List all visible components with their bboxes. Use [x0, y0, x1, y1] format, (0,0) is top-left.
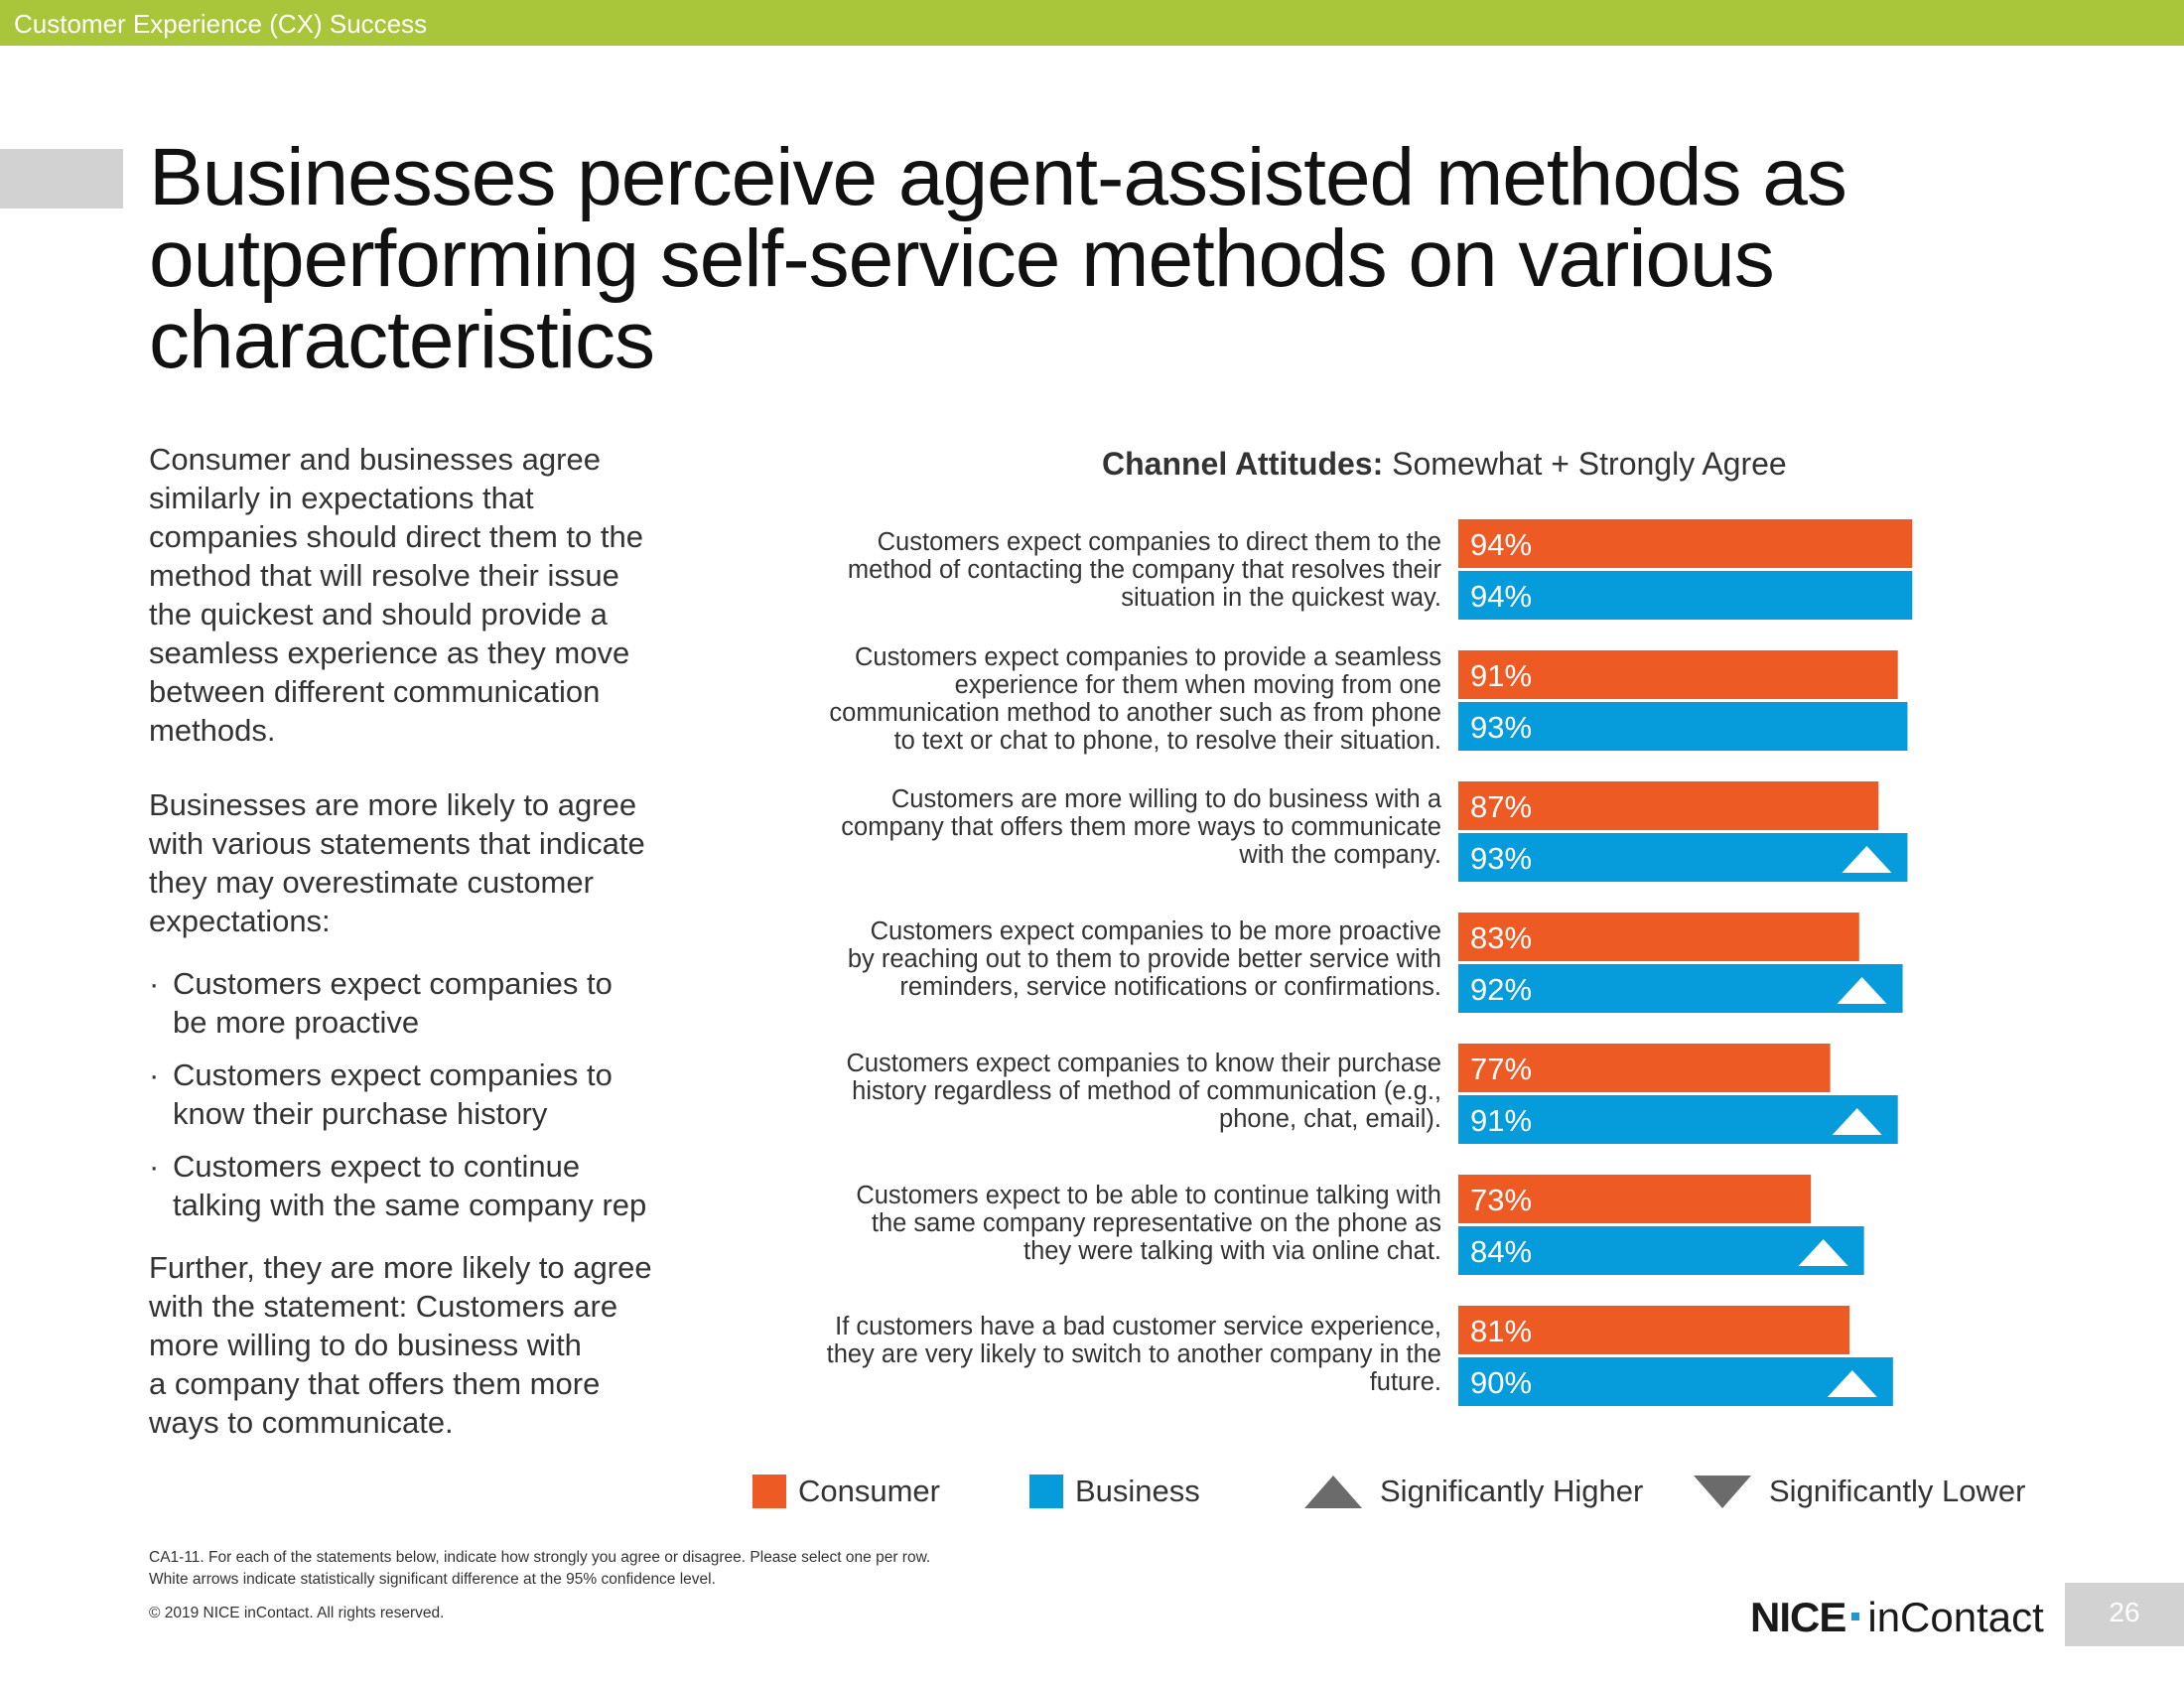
- footnotes: CA1-11. For each of the statements below…: [149, 1547, 930, 1591]
- bar-consumer: [1458, 913, 1859, 961]
- category-label: Customers expect companies to be more pr…: [847, 917, 1441, 1001]
- bar-business: [1458, 964, 1903, 1013]
- summary-bullet: Customers expect companies to be more pr…: [149, 964, 685, 1042]
- data-label-business: 92%: [1470, 972, 1532, 1007]
- category-label: Customers expect to be able to continue …: [856, 1182, 1441, 1265]
- category-label: Customers are more willing to do busines…: [841, 785, 1441, 869]
- summary-text: Consumer and businesses agree similarly …: [149, 440, 685, 1442]
- nice-incontact-logo: NICE inContact: [1750, 1594, 2044, 1640]
- bar-business: [1458, 1095, 1898, 1144]
- bar-consumer: [1458, 1175, 1812, 1223]
- significance-arrow-icon: [1842, 846, 1892, 873]
- bar-consumer: [1458, 519, 1913, 568]
- significance-arrow-icon: [1827, 1370, 1877, 1397]
- summary-bullet: Customers expect companies to know their…: [149, 1055, 685, 1133]
- page-number-box: 26: [2065, 1583, 2184, 1646]
- summary-paragraph-2: Businesses are more likely to agree with…: [149, 787, 645, 938]
- data-label-business: 93%: [1470, 710, 1532, 745]
- title-accent-block: [0, 149, 123, 209]
- significance-arrow-icon: [1832, 1108, 1882, 1135]
- section-header-text: Customer Experience (CX) Success: [14, 9, 428, 39]
- logo-dot-icon: [1851, 1612, 1860, 1620]
- summary-paragraph-3: Further, they are more likely to agree w…: [149, 1250, 652, 1440]
- footnote-question: CA1-11. For each of the statements below…: [149, 1549, 931, 1566]
- chart-title-rest: Somewhat + Strongly Agree: [1383, 446, 1787, 482]
- bar-business: [1458, 1226, 1864, 1275]
- page-title: Businesses perceive agent-assisted metho…: [149, 137, 2035, 381]
- bar-business: [1458, 833, 1908, 882]
- bar-consumer: [1458, 1044, 1831, 1092]
- category-label: If customers have a bad customer service…: [826, 1313, 1441, 1396]
- data-label-consumer: 81%: [1470, 1314, 1532, 1348]
- data-label-consumer: 94%: [1470, 527, 1532, 562]
- bar-business: [1458, 702, 1908, 751]
- data-label-business: 94%: [1470, 579, 1532, 614]
- data-label-consumer: 73%: [1470, 1183, 1532, 1217]
- significance-arrow-icon: [1798, 1239, 1848, 1266]
- section-header-bar: Customer Experience (CX) Success: [0, 0, 2184, 46]
- bar-business: [1458, 1357, 1893, 1406]
- page-number: 26: [2109, 1597, 2140, 1627]
- category-label: Customers expect companies to provide a …: [829, 643, 1441, 755]
- chart-title-bold: Channel Attitudes:: [1102, 446, 1384, 482]
- bar-business: [1458, 571, 1913, 620]
- data-label-consumer: 77%: [1470, 1052, 1532, 1086]
- copyright: © 2019 NICE inContact. All rights reserv…: [149, 1605, 445, 1621]
- summary-paragraph-1: Consumer and businesses agree similarly …: [149, 442, 643, 748]
- bar-consumer: [1458, 1306, 1850, 1354]
- category-label: Customers expect companies to direct the…: [847, 528, 1441, 612]
- data-label-business: 93%: [1470, 841, 1532, 876]
- significance-arrow-icon: [1837, 977, 1887, 1004]
- bar-consumer: [1458, 650, 1898, 699]
- data-label-consumer: 91%: [1470, 658, 1532, 693]
- chart-title: Channel Attitudes: Somewhat + Strongly A…: [1102, 444, 1787, 484]
- footnote-significance: White arrows indicate statistically sign…: [149, 1571, 716, 1588]
- data-label-business: 84%: [1470, 1234, 1532, 1269]
- summary-bullet: Customers expect to continue talking wit…: [149, 1147, 685, 1224]
- data-label-consumer: 83%: [1470, 920, 1532, 955]
- bar-consumer: [1458, 781, 1879, 830]
- page-title-line: Businesses perceive agent-assisted metho…: [149, 132, 1847, 222]
- data-label-consumer: 87%: [1470, 789, 1532, 824]
- category-label: Customers expect companies to know their…: [846, 1050, 1441, 1133]
- data-label-business: 90%: [1470, 1365, 1532, 1400]
- data-label-business: 91%: [1470, 1103, 1532, 1138]
- page-title-line: outperforming self-service methods on va…: [149, 213, 1775, 304]
- page-title-line: characteristics: [149, 295, 655, 385]
